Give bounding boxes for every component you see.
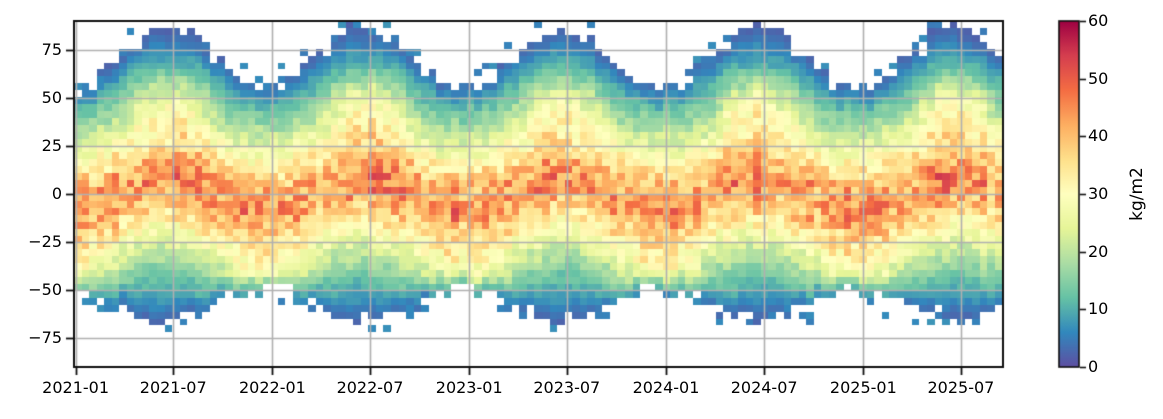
colorbar-tick-label: 60 (1088, 11, 1109, 30)
x-tick-label: 2024-01 (632, 378, 700, 397)
colorbar-tick-label: 0 (1088, 357, 1099, 376)
y-tick-label: −25 (28, 232, 62, 252)
y-tick-label: 0 (51, 184, 62, 203)
colorbar-tick-label: 50 (1088, 68, 1109, 88)
y-tick-label: −75 (28, 328, 62, 348)
x-tick-label: 2022-07 (336, 378, 404, 397)
colorbar-axis-label: kg/m2 (1127, 167, 1147, 221)
x-tick-label: 2023-01 (435, 378, 503, 397)
x-tick-label: 2024-07 (730, 378, 798, 397)
x-tick-label: 2025-01 (829, 378, 897, 397)
y-tick-label: 25 (41, 135, 62, 155)
x-tick-label: 2021-07 (139, 378, 207, 397)
y-tick-label: −50 (28, 280, 62, 300)
colorbar-tick-label: 30 (1088, 184, 1109, 203)
x-tick-label: 2023-07 (533, 378, 601, 397)
y-tick-label: 75 (41, 39, 62, 59)
x-tick-label: 2021-01 (42, 378, 110, 397)
x-tick-label: 2025-07 (927, 378, 995, 397)
y-tick-label: 50 (41, 87, 62, 107)
colorbar-tick-label: 40 (1088, 126, 1109, 146)
colorbar-tick-label: 10 (1088, 299, 1109, 319)
x-tick-label: 2022-01 (238, 378, 306, 397)
colorbar-tick-label: 20 (1088, 241, 1109, 261)
